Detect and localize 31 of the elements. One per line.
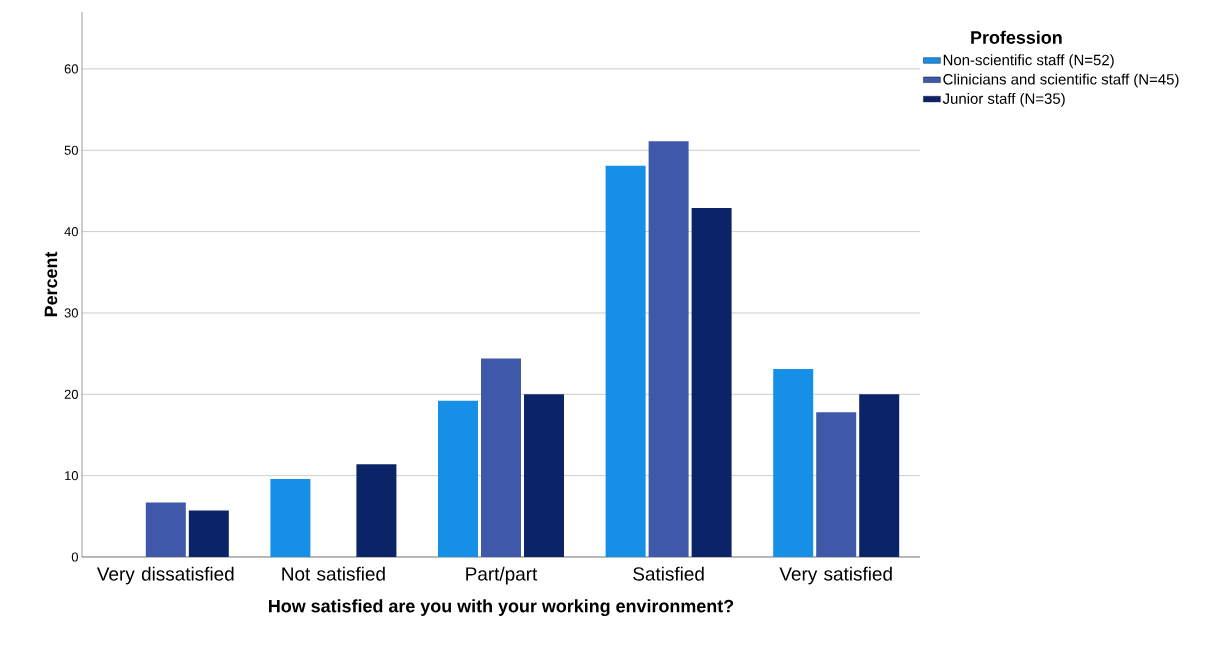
y-tick-label: 50 — [64, 145, 78, 155]
bar — [605, 165, 646, 557]
legend-label: Non-scientific staff (N=52) — [943, 54, 1114, 69]
bar — [270, 478, 311, 557]
x-tick-label: Not satisfied — [282, 566, 385, 581]
bar — [188, 510, 229, 557]
x-tick-label: Satisfied — [633, 566, 704, 581]
bar — [145, 502, 186, 557]
y-tick-label: 60 — [64, 64, 78, 74]
bar — [356, 464, 397, 557]
y-tick-label: 40 — [64, 227, 78, 237]
x-tick-label: Very dissatisfied — [96, 566, 234, 585]
y-tick-label: 0 — [71, 552, 78, 562]
y-tick-label: 30 — [64, 308, 78, 318]
y-axis-title: Percent — [44, 251, 58, 317]
x-tick-label: Very satisfied — [779, 566, 892, 585]
bar — [481, 358, 522, 557]
bar — [816, 412, 857, 557]
y-tick-label: 20 — [64, 389, 78, 399]
x-axis-title: How satisfied are you with your working environment? — [269, 599, 734, 617]
bar — [859, 394, 900, 557]
bar — [773, 369, 814, 557]
legend-title: Profession — [971, 30, 1062, 44]
x-tick-label: Part/part — [466, 566, 538, 585]
y-tick-label: 10 — [65, 471, 78, 481]
bar — [524, 394, 565, 557]
legend-label: Clinicians and scientific staff (N=45) — [943, 73, 1179, 88]
bar — [438, 400, 479, 557]
bar — [691, 208, 732, 557]
legend-label: Junior staff (N=35) — [942, 92, 1065, 107]
bar — [648, 141, 689, 557]
